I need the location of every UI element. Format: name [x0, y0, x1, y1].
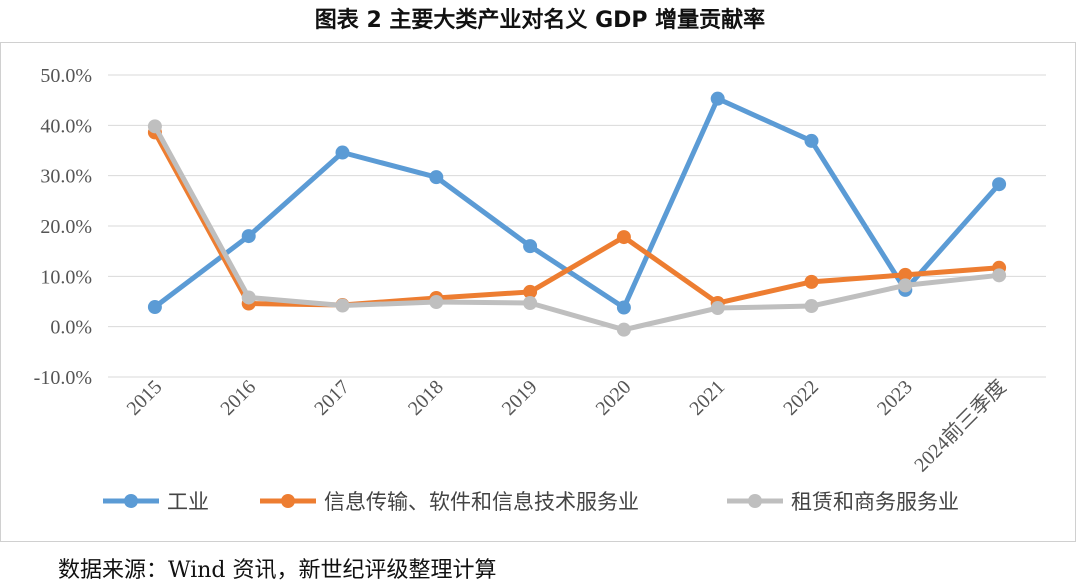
x-tick-label: 2016 — [216, 376, 260, 420]
series-3 — [147, 119, 1007, 337]
gridlines — [108, 74, 1046, 378]
series-line — [152, 129, 1002, 308]
series-2 — [147, 125, 1007, 313]
y-tick-label: 30.0% — [40, 166, 92, 188]
data-point — [898, 278, 913, 293]
data-point — [429, 170, 444, 185]
chart-title: 图表 2 主要大类产业对名义 GDP 增量贡献率 — [314, 8, 766, 33]
data-point — [992, 177, 1007, 192]
y-tick-label: 50.0% — [40, 65, 92, 87]
data-point — [147, 119, 162, 134]
x-tick-label: 2023 — [873, 376, 917, 420]
y-axis: -10.0% 0.0% 10.0% 20.0% 30.0% 40.0% 50.0% — [34, 65, 92, 389]
y-tick-label: 20.0% — [40, 216, 92, 238]
data-point — [147, 300, 162, 315]
data-point — [335, 298, 350, 313]
y-tick-label: 10.0% — [40, 266, 92, 288]
y-tick-label: 0.0% — [50, 317, 92, 339]
data-point — [429, 295, 444, 310]
data-point — [523, 296, 538, 311]
x-tick-label: 2018 — [404, 376, 448, 420]
data-point — [523, 239, 538, 254]
legend-label: 租赁和商务服务业 — [791, 490, 959, 514]
data-point — [710, 91, 725, 106]
data-point — [523, 284, 538, 299]
y-tick-label: 40.0% — [40, 115, 92, 137]
series-line — [152, 123, 1002, 333]
x-axis: 2015 2016 2017 2018 2019 2020 2021 2022 20232024… — [123, 375, 1011, 476]
legend-label: 工业 — [167, 490, 209, 514]
x-tick-label: 2022 — [779, 376, 823, 420]
data-point — [710, 301, 725, 316]
legend-swatch-marker — [748, 494, 762, 508]
x-tick-label: 2024前三季度 — [910, 375, 1011, 476]
series-group — [147, 91, 1007, 337]
series-1 — [147, 91, 1007, 315]
x-tick-label: 2021 — [685, 376, 729, 420]
x-tick-label: 2015 — [123, 376, 167, 420]
data-point — [616, 322, 631, 337]
legend-swatch-marker — [281, 494, 295, 508]
data-point — [804, 274, 819, 289]
legend-swatch-marker — [124, 494, 138, 508]
x-tick-label: 2020 — [592, 376, 636, 420]
data-point — [898, 267, 913, 282]
source-note: 数据来源：Wind 资讯，新世纪评级整理计算 — [58, 558, 497, 583]
data-point — [616, 230, 631, 245]
data-point — [241, 290, 256, 305]
x-tick-label: 2019 — [498, 376, 542, 420]
data-point — [992, 268, 1007, 283]
series-line — [152, 96, 1002, 311]
chart-frame — [0, 42, 1076, 542]
data-point — [241, 229, 256, 244]
data-point — [616, 300, 631, 315]
data-point — [804, 133, 819, 148]
legend: 工业 信息传输、软件和信息技术服务业 租赁和商务服务业 — [103, 490, 959, 514]
legend-label: 信息传输、软件和信息技术服务业 — [324, 490, 639, 514]
data-point — [335, 145, 350, 160]
data-point — [804, 299, 819, 314]
y-tick-label: -10.0% — [34, 367, 92, 389]
x-tick-label: 2017 — [310, 376, 354, 420]
